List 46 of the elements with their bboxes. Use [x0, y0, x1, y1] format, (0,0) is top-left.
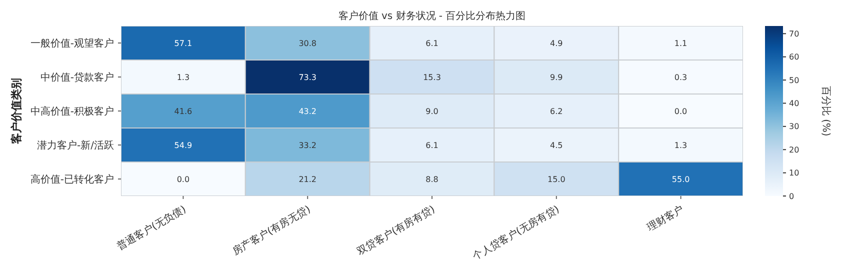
- y-tick-label: 一般价值-观望客户: [30, 38, 114, 50]
- x-tick-label: 双贷客户(有房有贷): [354, 203, 438, 258]
- data-label: 54.9: [174, 140, 192, 150]
- data-label: 0.0: [176, 174, 190, 184]
- y-tick-label: 中高价值-积极客户: [30, 106, 114, 118]
- data-label: 1.1: [674, 38, 688, 48]
- x-tick-label: 普通客户(无负债): [114, 203, 188, 253]
- y-tick-label: 潜力客户-新/活跃: [37, 140, 114, 152]
- data-label: 6.1: [426, 38, 438, 48]
- x-tick-label: 个人贷客户(无房有贷): [470, 203, 562, 263]
- data-label: 6.2: [550, 106, 563, 116]
- chart-title: 客户价值 vs 财务状况 - 百分比分布热力图: [337, 10, 527, 23]
- x-tick-label: 房产客户(有房无贷): [230, 203, 313, 258]
- color-bar-label: 40: [789, 99, 800, 108]
- data-label: 33.2: [298, 140, 317, 150]
- data-label: 0.3: [674, 72, 688, 82]
- data-label: 1.3: [674, 140, 688, 150]
- color-bar-label: 20: [789, 145, 800, 154]
- data-label: 73.3: [298, 72, 317, 82]
- data-label: 9.9: [550, 72, 563, 82]
- color-bar-title: 百分比 (%): [820, 86, 832, 136]
- y-tick-label: 中价值-贷款客户: [40, 72, 114, 84]
- y-axis-title: 客户价值类别: [10, 78, 23, 145]
- data-label: 41.6: [174, 106, 192, 116]
- x-tick-label: 理财客户: [645, 203, 686, 234]
- data-label: 1.3: [176, 72, 190, 82]
- color-bar-label: 10: [789, 168, 800, 178]
- color-bar-label: 60: [789, 52, 800, 62]
- color-bar-label: 30: [789, 122, 800, 132]
- color-bar-label: 70: [789, 29, 800, 38]
- data-label: 15.3: [423, 72, 441, 82]
- data-label: 21.2: [298, 174, 317, 184]
- data-label: 15.0: [547, 174, 566, 184]
- y-tick-label: 高价值-已转化客户: [30, 174, 114, 186]
- color-bar-label: 50: [789, 76, 800, 85]
- data-label: 30.8: [298, 38, 317, 48]
- data-label: 9.0: [426, 106, 438, 116]
- data-label: 57.1: [174, 38, 192, 48]
- data-label: 4.9: [550, 38, 563, 48]
- data-label: 4.5: [550, 140, 563, 150]
- color-bar-label: 0: [789, 192, 794, 201]
- data-label: 8.8: [426, 174, 438, 184]
- data-label: 6.1: [426, 140, 438, 150]
- data-label: 43.2: [298, 106, 317, 116]
- data-label: 0.0: [674, 106, 688, 116]
- data-label: 55.0: [672, 174, 690, 184]
